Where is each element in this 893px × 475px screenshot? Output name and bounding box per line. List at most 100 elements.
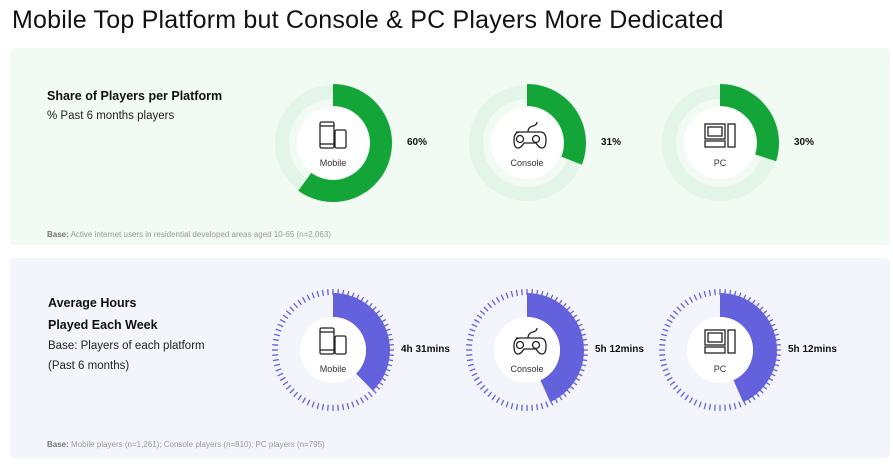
dial-tick — [662, 368, 669, 372]
share-arc-pc — [720, 84, 779, 162]
dial-tick — [311, 292, 315, 299]
dial-tick — [505, 292, 509, 299]
dial-tick — [467, 333, 475, 337]
dial-tick — [467, 363, 475, 367]
dial-tick — [469, 328, 476, 332]
dial-tick — [733, 402, 737, 410]
dial-tick — [724, 404, 726, 411]
dial-tick — [301, 296, 307, 303]
dial-tick — [672, 310, 679, 316]
dial-tick — [672, 384, 679, 390]
dial-tick — [311, 401, 315, 408]
dial-tick — [680, 391, 686, 398]
hours-title-line1: Average Hours — [48, 296, 137, 310]
dial-tick — [466, 358, 473, 362]
desktop-pc-icon — [704, 329, 736, 354]
dial-tick — [684, 394, 689, 401]
hours-subtitle-line2: (Past 6 months) — [48, 360, 130, 372]
dial-tick — [285, 310, 292, 316]
dial-tick — [676, 306, 682, 312]
dial-tick — [688, 296, 694, 303]
dial-tick — [664, 323, 671, 328]
dial-tick — [272, 354, 279, 356]
dial-tick — [327, 404, 329, 411]
dial-tick — [293, 391, 299, 398]
dial-tick — [662, 328, 669, 332]
dial-tick — [500, 294, 505, 301]
dial-tick — [346, 402, 350, 410]
base-label: Base: — [47, 230, 69, 239]
value-label: 5h 12mins — [788, 344, 837, 355]
donut-center — [687, 317, 753, 383]
category-label: Mobile — [319, 158, 347, 168]
dial-tick — [714, 404, 716, 411]
dial-tick — [272, 344, 279, 346]
dial-tick — [666, 376, 673, 382]
dial-tick — [521, 289, 523, 296]
hours-arc-pc — [720, 293, 777, 403]
dial-tick — [297, 394, 302, 401]
value-label: 30% — [794, 137, 815, 148]
dial-tick — [483, 306, 489, 312]
dial-tick — [277, 323, 284, 328]
dial-tick — [285, 384, 292, 390]
dial-tick — [660, 333, 668, 337]
dial-tick — [364, 394, 369, 401]
dial-tick — [500, 399, 505, 406]
share-base-note: Base: Active internet users in residenti… — [47, 230, 331, 239]
dial-tick — [669, 314, 676, 319]
dial-tick — [708, 404, 712, 411]
dial-tick — [693, 399, 698, 406]
dial-tick — [316, 290, 320, 298]
dial-tick — [476, 314, 483, 319]
dial-tick — [289, 306, 295, 312]
page-title: Mobile Top Platform but Console & PC Pla… — [12, 6, 724, 34]
dial-tick — [275, 368, 282, 372]
dial-tick — [659, 344, 666, 346]
dial-tick — [728, 404, 732, 411]
dial-tick — [515, 289, 519, 296]
dial-tick — [684, 299, 689, 306]
smartphone-icon — [319, 121, 347, 149]
share-subtitle: % Past 6 months players — [47, 110, 175, 122]
dial-tick — [495, 296, 501, 303]
smartphone-icon — [319, 327, 347, 355]
dial-tick — [306, 294, 311, 301]
dial-tick — [521, 404, 523, 411]
dial-tick — [471, 323, 478, 328]
category-label: PC — [713, 364, 727, 374]
donut-center — [494, 317, 560, 383]
base-text: Mobile players (n=1,261); Console player… — [71, 440, 325, 449]
dial-tick — [487, 302, 493, 309]
dial-tick — [301, 397, 307, 404]
dial-tick — [476, 381, 483, 386]
dial-tick — [279, 318, 286, 324]
dial-tick — [495, 397, 501, 404]
dial-tick — [659, 354, 666, 356]
dial-tick — [535, 404, 539, 411]
dial-tick — [698, 292, 702, 299]
desktop-pc-icon — [704, 123, 736, 148]
dial-tick — [367, 391, 373, 398]
dial-tick — [359, 397, 365, 404]
share-arc-mobile — [298, 84, 392, 202]
dial-tick — [273, 333, 281, 337]
dial-tick — [466, 354, 473, 356]
donut-center — [684, 107, 756, 179]
dial-tick — [491, 394, 496, 401]
dial-tick — [293, 302, 299, 309]
category-label: PC — [713, 158, 727, 168]
dial-tick — [540, 402, 544, 410]
hours-arc-mobile — [333, 293, 390, 391]
share-arc-console — [527, 84, 586, 165]
dial-tick — [297, 299, 302, 306]
dial-tick — [321, 289, 325, 296]
dial-tick — [327, 289, 329, 296]
dial-tick — [466, 338, 473, 342]
share-title: Share of Players per Platform — [47, 89, 223, 103]
dial-tick — [466, 344, 473, 346]
dial-tick — [321, 404, 325, 411]
value-label: 31% — [601, 137, 622, 148]
donut-center — [297, 107, 369, 179]
